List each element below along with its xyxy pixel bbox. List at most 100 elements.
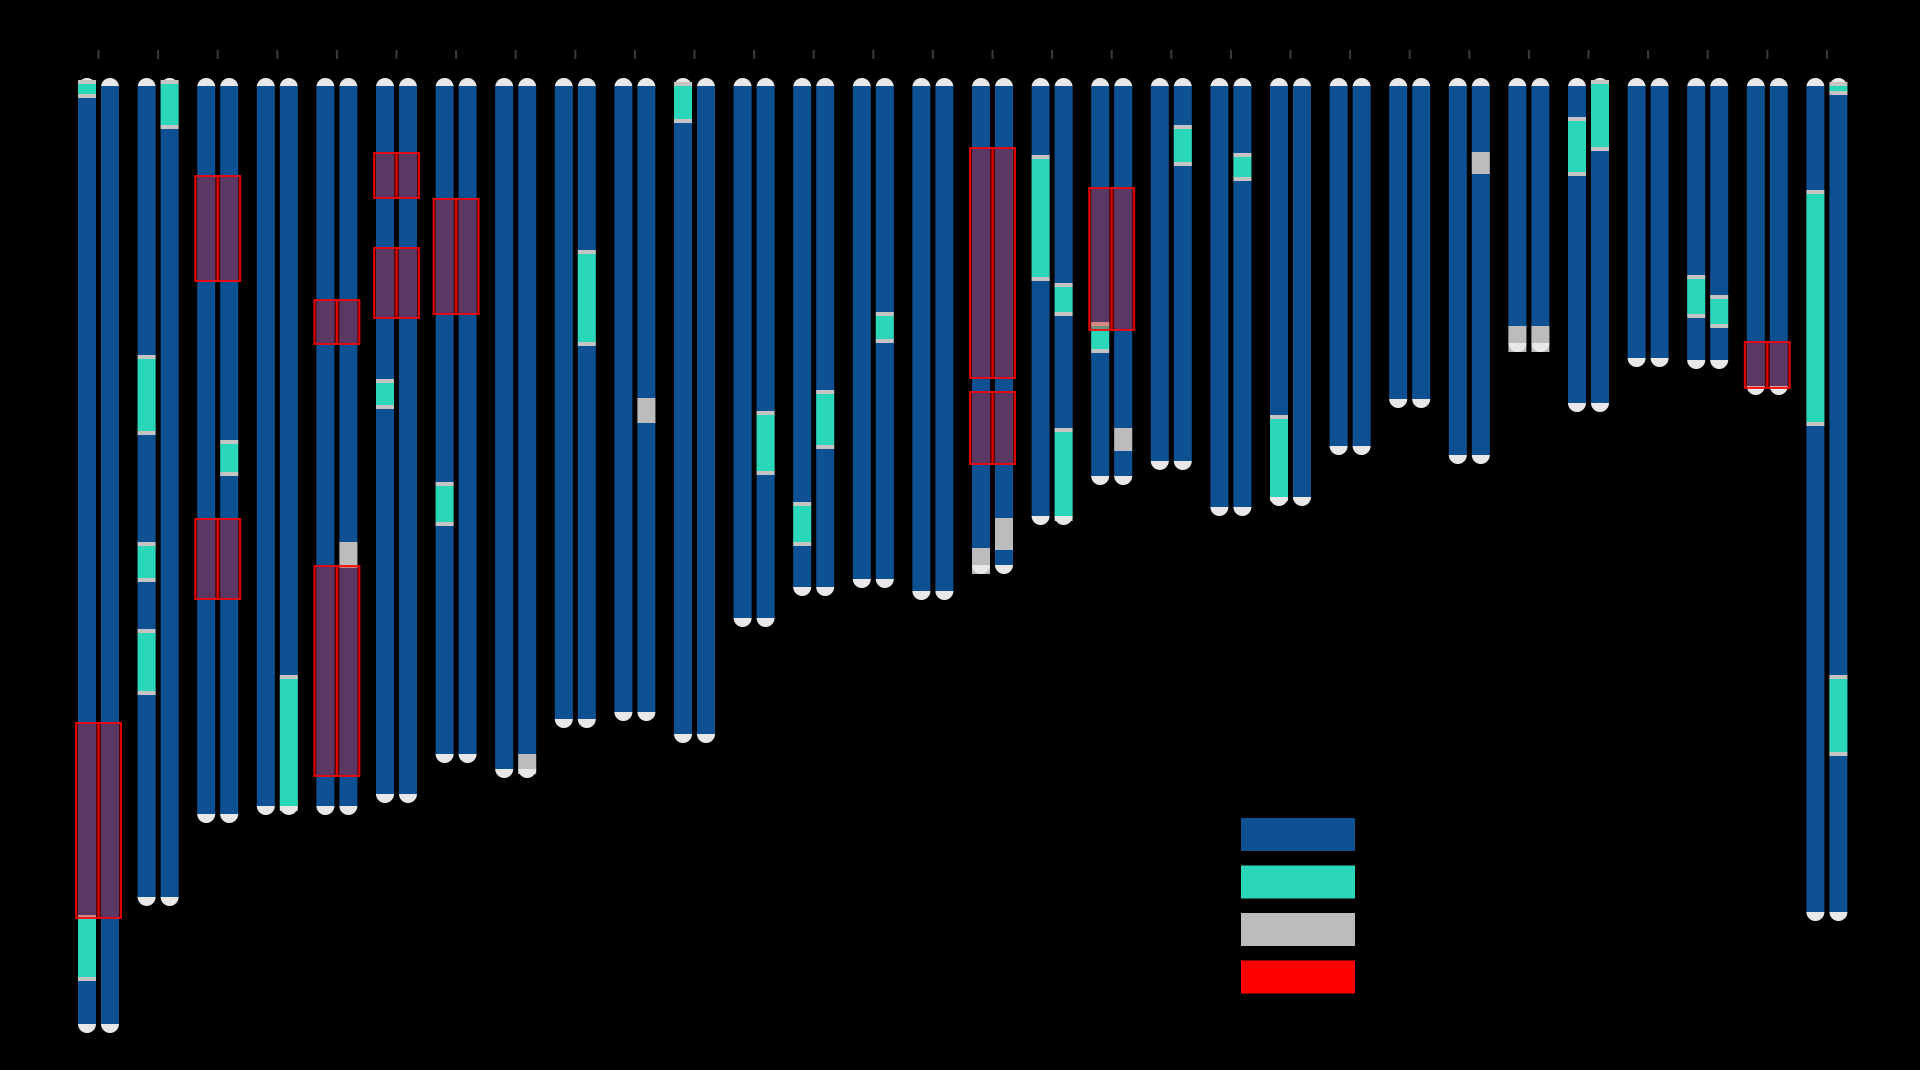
chromosome-pair <box>1568 50 1609 412</box>
chromosome-pair <box>1270 50 1311 506</box>
unassigned-segment <box>1471 152 1490 174</box>
homozygous-segment <box>1806 193 1825 423</box>
homozygous-segment <box>577 253 596 343</box>
chromatid-body <box>339 86 358 807</box>
chromatid-top-tip <box>1769 78 1788 87</box>
segment-boundary <box>1091 349 1110 353</box>
homozygous-segment <box>1829 678 1848 753</box>
chromatid-top-tip <box>1531 78 1550 87</box>
chromatid-body <box>1531 86 1550 344</box>
chromatid-top-tip <box>1173 78 1192 87</box>
legend-swatch-unassigned <box>1241 913 1355 946</box>
chromatid-body <box>1091 86 1110 477</box>
segment-boundary <box>78 977 96 981</box>
chromatid-top-tip <box>1270 78 1288 87</box>
pair-tick <box>335 50 338 59</box>
chromatid-bottom-tip <box>1531 343 1550 352</box>
segment-boundary <box>1829 91 1848 95</box>
chromatid-top-tip <box>1031 78 1050 87</box>
chromosome-pair <box>1150 50 1192 470</box>
pair-tick <box>1170 50 1173 59</box>
chromatid-body <box>1270 86 1288 498</box>
pair-tick <box>1706 50 1709 59</box>
unassigned-segment <box>995 518 1013 550</box>
segment-boundary <box>1054 312 1073 316</box>
pair-tick <box>1229 50 1232 59</box>
chromosome-pair <box>1031 50 1073 525</box>
homozygous-segment <box>220 443 239 473</box>
segment-boundary <box>137 691 156 695</box>
homozygous-segment <box>1710 298 1729 325</box>
chromatid-right <box>1471 78 1490 464</box>
chromatid-body <box>816 86 835 588</box>
chromatid-top-tip <box>1650 78 1669 87</box>
chromatid-top-tip <box>1568 78 1586 87</box>
chromatid-top-tip <box>1687 78 1706 87</box>
chromatid-bottom-tip <box>972 565 990 574</box>
chromatid-bottom-tip <box>1412 399 1431 408</box>
homozygous-segment <box>376 382 394 406</box>
chromatid-left <box>197 78 216 823</box>
chromatid-bottom-tip <box>339 806 358 815</box>
chromatid-right <box>458 78 477 763</box>
pair-tick <box>276 50 279 59</box>
chromatid-right <box>1352 78 1371 455</box>
chromatid-body <box>1508 86 1527 344</box>
segment-boundary <box>875 312 894 316</box>
chromatid-top-tip <box>435 78 454 87</box>
chromatid-body <box>1352 86 1371 447</box>
chromatid-right <box>1769 78 1788 395</box>
homozygous-segment <box>793 505 812 543</box>
unassigned-segment <box>637 398 656 423</box>
chromosome-pair <box>912 50 954 600</box>
chromatid-left <box>1627 78 1646 367</box>
homozygous-segment <box>160 83 179 126</box>
chromatid-bottom-tip <box>279 806 298 815</box>
chromatid-body <box>1412 86 1431 400</box>
chromosome-pair <box>137 50 179 906</box>
chromatid-bottom-tip <box>1448 455 1467 464</box>
chromatid-body <box>137 86 156 898</box>
chromatid-top-tip <box>875 78 894 87</box>
chromatid-left <box>1687 78 1706 369</box>
segment-boundary <box>137 542 156 546</box>
chromatid-left <box>1389 78 1408 408</box>
chromosome-pair <box>1088 50 1136 485</box>
pair-tick <box>1527 50 1530 59</box>
chromatid-bottom-tip <box>1114 476 1133 485</box>
chromatid-body <box>78 86 96 1025</box>
chromatid-top-tip <box>1389 78 1408 87</box>
chromatid-top-tip <box>1054 78 1073 87</box>
pair-tick <box>216 50 219 59</box>
homozygous-segment <box>1091 325 1110 350</box>
chromatid-top-tip <box>458 78 477 87</box>
segment-boundary <box>1591 80 1609 84</box>
pair-tick <box>633 50 636 59</box>
segment-boundary <box>1687 314 1706 318</box>
chromatid-bottom-tip <box>1352 446 1371 455</box>
chromatid-top-tip <box>279 78 298 87</box>
chromatid-bottom-tip <box>1031 516 1050 525</box>
chromatid-body <box>458 86 477 755</box>
chromatid-top-tip <box>1150 78 1169 87</box>
chromosome-pair <box>313 50 361 815</box>
chromosome-pair <box>793 50 835 596</box>
chromatid-body <box>614 86 633 713</box>
chromatid-top-tip <box>637 78 656 87</box>
segment-boundary <box>220 472 239 476</box>
segment-boundary <box>1233 177 1252 181</box>
chromatid-bottom-tip <box>197 814 216 823</box>
pair-tick <box>753 50 756 59</box>
chromatid-top-tip <box>733 78 752 87</box>
chromatid-right <box>995 78 1013 574</box>
segment-boundary <box>1568 117 1586 121</box>
chromosome-pair <box>1448 50 1490 464</box>
chromatid-top-tip <box>1448 78 1467 87</box>
pair-tick <box>1468 50 1471 59</box>
chromatid-bottom-tip <box>1173 461 1192 470</box>
chromatid-left <box>554 78 573 729</box>
chromatid-bottom-tip <box>852 579 871 588</box>
chromosome-pair <box>969 50 1016 574</box>
segment-boundary <box>160 125 179 129</box>
homozygous-segment <box>1591 83 1609 148</box>
